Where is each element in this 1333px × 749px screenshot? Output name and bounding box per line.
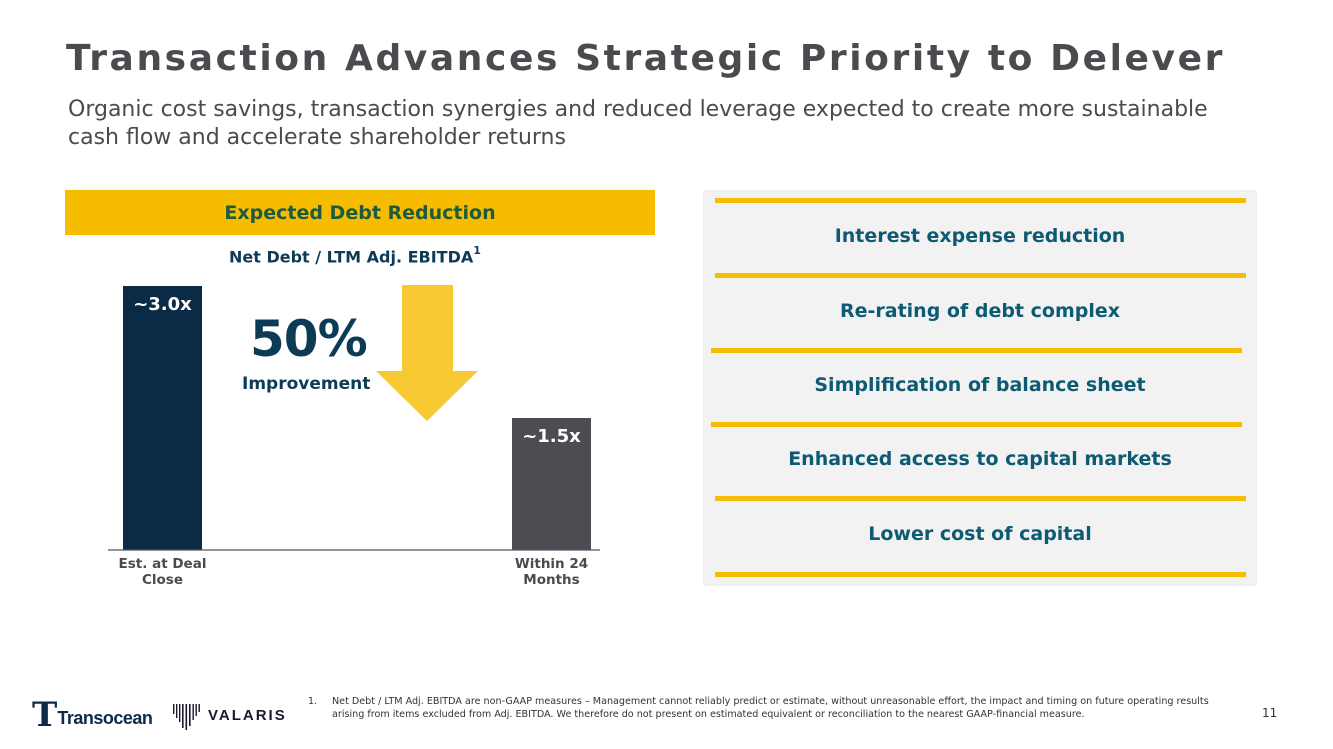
benefit-item: Lower cost of capital	[868, 523, 1092, 545]
benefit-divider	[715, 198, 1246, 203]
bar-1	[512, 418, 591, 550]
page-number: 11	[1262, 706, 1278, 720]
bar-0	[123, 286, 202, 550]
slide-title: Transaction Advances Strategic Priority …	[66, 38, 1225, 79]
bar-data-label-1: ~1.5x	[522, 426, 581, 447]
chart-title: Net Debt / LTM Adj. EBITDA1	[229, 244, 481, 267]
benefit-item: Enhanced access to capital markets	[788, 448, 1172, 470]
benefits-panel	[703, 190, 1257, 586]
category-label-1-0: Within 24	[515, 556, 588, 572]
footnote-text: Net Debt / LTM Adj. EBITDA are non-GAAP …	[332, 696, 1209, 720]
debt-reduction-header: Expected Debt Reduction	[65, 190, 655, 235]
improvement-value: 50%	[250, 310, 368, 368]
chart-title-footnote-marker: 1	[473, 244, 481, 257]
bar-data-label-0: ~3.0x	[133, 294, 192, 315]
benefit-divider	[715, 273, 1246, 278]
valaris-mark-icon	[173, 704, 200, 730]
down-arrow-icon	[376, 285, 478, 421]
category-label-0-0: Est. at Deal	[119, 556, 207, 572]
slide-subtitle: Organic cost savings, transaction synerg…	[68, 97, 1208, 150]
transocean-logo: T Transocean	[32, 695, 153, 735]
valaris-logo-text: VALARIS	[208, 706, 287, 724]
chart-title-text: Net Debt / LTM Adj. EBITDA	[229, 247, 474, 267]
improvement-label: Improvement	[242, 374, 371, 394]
benefit-divider	[711, 422, 1242, 427]
category-label-0-1: Close	[142, 572, 183, 588]
category-label-1-1: Months	[523, 572, 579, 588]
benefit-item: Re-rating of debt complex	[839, 299, 1121, 322]
footnote-number: 1.	[308, 696, 318, 707]
benefit-item: Simplification of balance sheet	[814, 374, 1146, 396]
benefit-divider	[715, 496, 1246, 501]
benefit-divider	[711, 348, 1242, 353]
benefit-divider	[715, 572, 1246, 577]
transocean-logo-text: Transocean	[57, 708, 153, 728]
valaris-logo: VALARIS	[172, 700, 287, 730]
transocean-mark-icon: T	[32, 695, 58, 735]
benefit-item: Interest expense reduction	[834, 224, 1126, 247]
footnote: 1. Net Debt / LTM Adj. EBITDA are non-GA…	[308, 695, 1228, 721]
